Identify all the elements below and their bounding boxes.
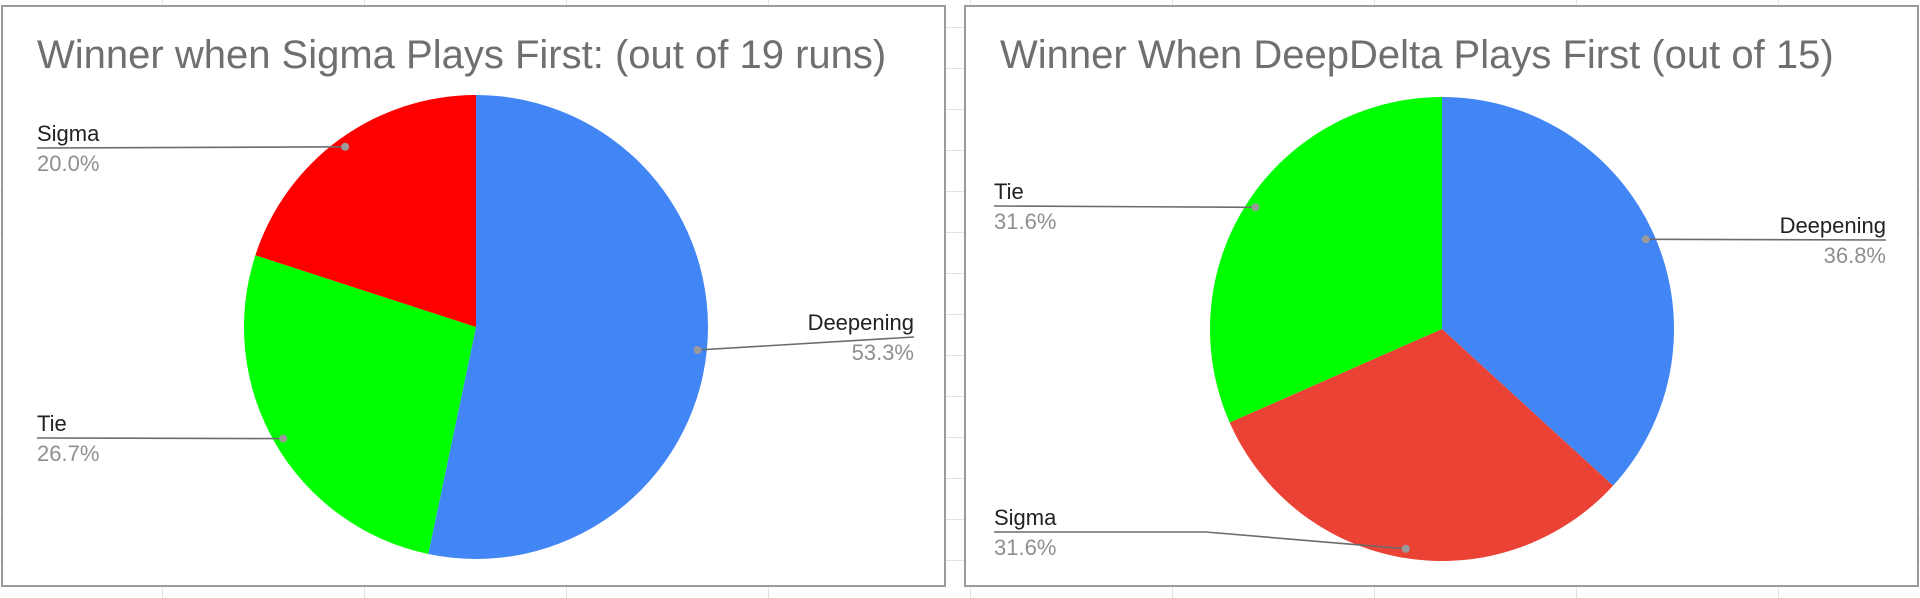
leader-dot-tie	[279, 434, 288, 443]
pie-chart-deepdelta-first: Deepening 36.8% Sigma 31.6% Tie 31.6%	[993, 97, 1887, 562]
leader-line-deepening	[697, 336, 915, 351]
pie-slice-tie	[1209, 97, 1442, 423]
leader-line-sigma	[994, 531, 1406, 550]
slice-value-sigma: 31.6%	[994, 535, 1056, 560]
leader-dot-deepening	[693, 346, 702, 354]
leader-dot-deepening	[1641, 235, 1650, 244]
pie-slice-sigma	[255, 94, 476, 327]
slice-labels: Deepening 53.3% Tie 26.7% Sigma 20.0%	[36, 121, 915, 466]
leader-line-deepening	[1645, 238, 1887, 241]
leader-line-tie	[36, 437, 284, 440]
pie-chart-sigma-first: Deepening 53.3% Tie 26.7% Sigma 20.0%	[36, 94, 915, 559]
leader-line-sigma	[36, 146, 346, 149]
slice-label-deepening: Deepening	[808, 310, 914, 335]
pie-slice-tie	[243, 255, 476, 555]
slice-labels: Deepening 36.8% Sigma 31.6% Tie 31.6%	[993, 179, 1887, 560]
chart-title: Winner When DeepDelta Plays First (out o…	[1000, 33, 1834, 77]
pie-slice-deepening	[428, 94, 709, 559]
pie-slice-deepening	[1442, 97, 1674, 486]
leader-dot-sigma	[341, 142, 350, 151]
slice-value-tie: 26.7%	[37, 441, 99, 466]
chart-panel-deepdelta-first: Winner When DeepDelta Plays First (out o…	[964, 5, 1919, 587]
chart-title: Winner when Sigma Plays First: (out of 1…	[37, 33, 887, 77]
slice-value-deepening: 53.3%	[852, 340, 914, 365]
chart-panel-sigma-first: Winner when Sigma Plays First: (out of 1…	[1, 5, 946, 587]
leader-dot-tie	[1251, 203, 1260, 212]
slice-value-tie: 31.6%	[994, 209, 1056, 234]
slice-label-sigma: Sigma	[37, 121, 100, 146]
slice-label-tie: Tie	[37, 411, 67, 436]
slice-label-tie: Tie	[994, 179, 1024, 204]
slice-label-sigma: Sigma	[994, 505, 1057, 530]
slice-value-deepening: 36.8%	[1824, 243, 1886, 268]
leader-line-tie	[993, 205, 1256, 209]
slice-value-sigma: 20.0%	[37, 151, 99, 176]
pie-slice-sigma	[1229, 329, 1614, 562]
leader-dot-sigma	[1401, 544, 1410, 553]
slice-label-deepening: Deepening	[1780, 213, 1886, 238]
